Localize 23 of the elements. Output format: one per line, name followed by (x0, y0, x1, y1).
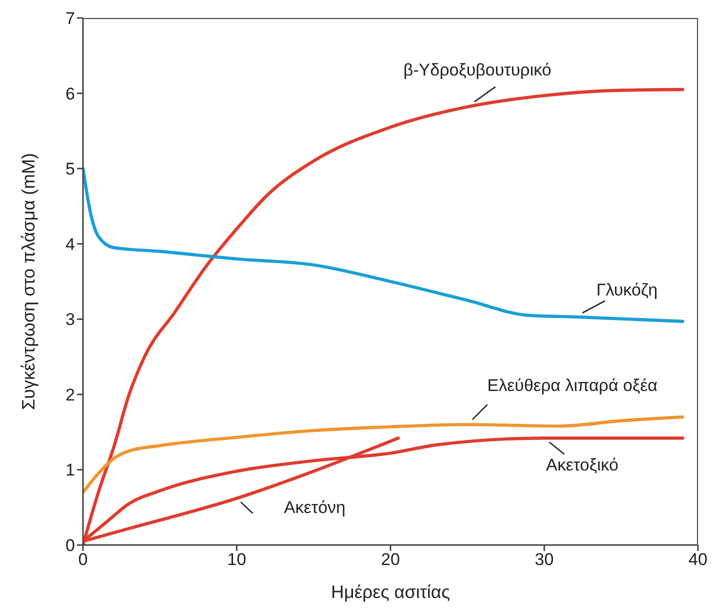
y-tick-label: 2 (66, 385, 75, 404)
y-tick-label: 7 (66, 9, 75, 28)
line-series (83, 415, 684, 494)
y-tick-label: 3 (66, 310, 75, 330)
y-tick-label: 0 (66, 536, 75, 556)
x-tick-label: 20 (381, 550, 400, 570)
y-tick-label: 1 (66, 460, 75, 480)
x-tick-label: 10 (227, 550, 246, 570)
series-label: β-Υδροξυβουτυρικό (403, 60, 552, 80)
x-axis-title: Ημέρες ασιτίας (330, 582, 450, 602)
series-label: Ακετόνη (284, 498, 346, 517)
line-series (83, 88, 684, 545)
y-tick-label: 6 (66, 84, 75, 104)
y-tick-label: 4 (66, 234, 75, 254)
series-label: Ελεύθερα λιπαρά οξέα (487, 376, 658, 396)
x-tick-label: 40 (688, 550, 708, 570)
series-label: Ακετοξικό (546, 456, 618, 475)
y-tick-label: 5 (66, 160, 75, 179)
y-axis-title: Συγκέντρωση στο πλάσμα (mM) (18, 153, 38, 410)
series-label: Γλυκόζη (596, 280, 658, 300)
x-tick-label: 30 (534, 550, 554, 570)
x-tick-label: 0 (78, 550, 88, 570)
line-series (83, 166, 684, 323)
